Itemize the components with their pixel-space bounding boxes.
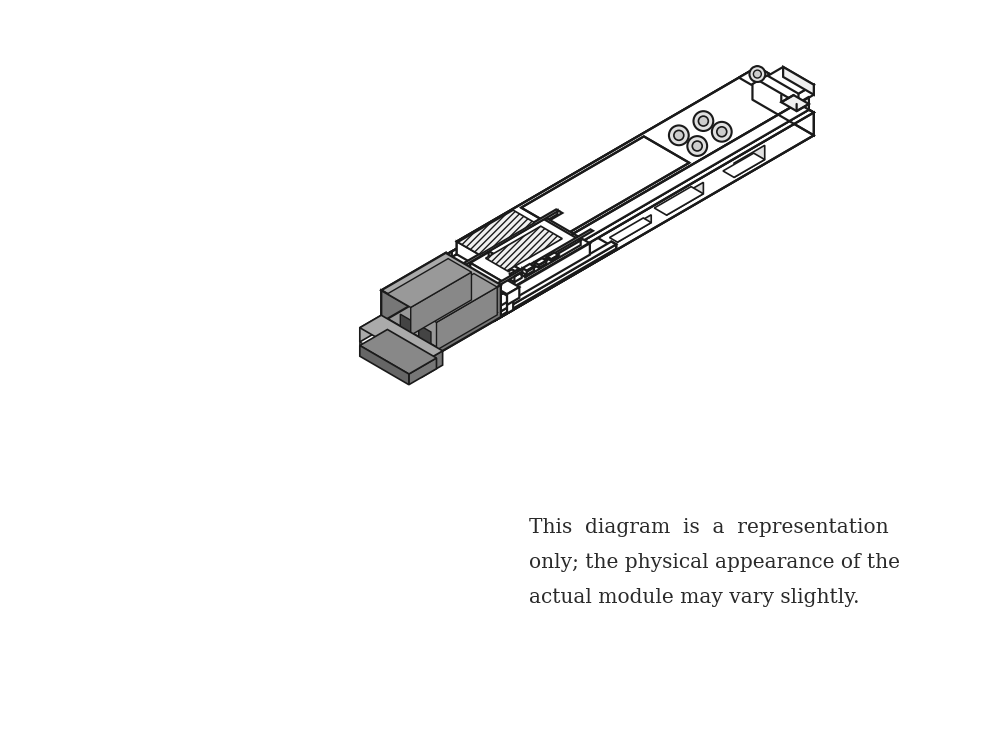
Polygon shape [507,287,519,305]
Polygon shape [400,314,413,335]
Polygon shape [411,272,471,335]
Circle shape [717,127,727,136]
Polygon shape [435,210,562,284]
Text: This  diagram  is  a  representation: This diagram is a representation [529,518,889,538]
Polygon shape [436,285,501,355]
Polygon shape [547,256,551,261]
Polygon shape [510,274,514,282]
Polygon shape [522,268,527,275]
Polygon shape [781,95,809,111]
Polygon shape [381,253,501,322]
Polygon shape [381,253,446,322]
Polygon shape [360,315,443,363]
Polygon shape [433,100,814,320]
Polygon shape [610,218,651,242]
Polygon shape [654,187,703,215]
Polygon shape [757,67,809,110]
Polygon shape [360,315,381,342]
Circle shape [687,136,707,156]
Polygon shape [525,241,581,277]
Polygon shape [433,214,617,320]
Polygon shape [547,253,559,260]
Polygon shape [470,262,513,299]
Polygon shape [457,67,757,254]
Polygon shape [739,67,770,85]
Polygon shape [535,258,546,265]
Polygon shape [381,285,501,355]
Circle shape [698,116,708,126]
Polygon shape [752,77,814,135]
Polygon shape [783,67,814,94]
Polygon shape [421,351,443,377]
Circle shape [692,141,702,151]
Polygon shape [438,80,809,295]
Circle shape [669,125,689,146]
Polygon shape [768,67,814,94]
Polygon shape [433,77,814,298]
Polygon shape [495,287,513,320]
Polygon shape [798,85,814,104]
Polygon shape [489,251,525,277]
Polygon shape [387,259,471,308]
Polygon shape [387,284,497,347]
Polygon shape [486,226,562,271]
Polygon shape [490,110,814,298]
Polygon shape [667,182,703,215]
Polygon shape [470,218,590,288]
Polygon shape [507,287,513,314]
Circle shape [674,130,684,140]
Polygon shape [486,230,593,291]
Polygon shape [360,342,421,377]
Polygon shape [535,262,539,268]
Polygon shape [435,210,557,286]
Polygon shape [419,325,431,346]
Circle shape [753,70,761,78]
Polygon shape [446,251,452,278]
Polygon shape [452,209,559,272]
Polygon shape [457,242,508,284]
Circle shape [693,111,713,131]
Text: actual module may vary slightly.: actual module may vary slightly. [529,588,860,607]
Circle shape [471,291,481,301]
Polygon shape [489,219,581,272]
Polygon shape [360,329,436,374]
Polygon shape [433,77,757,265]
Polygon shape [521,136,689,234]
Polygon shape [457,67,809,272]
Circle shape [712,122,732,142]
Polygon shape [494,244,616,320]
Text: only; the physical appearance of the: only; the physical appearance of the [529,553,900,572]
Polygon shape [381,290,436,355]
Polygon shape [436,287,497,350]
Polygon shape [495,280,519,294]
Polygon shape [510,270,522,277]
Polygon shape [513,243,590,299]
Circle shape [749,66,765,82]
Polygon shape [617,214,651,242]
Polygon shape [489,242,616,316]
Polygon shape [495,280,507,298]
Polygon shape [433,77,752,285]
Polygon shape [508,97,809,284]
Polygon shape [360,346,409,385]
Polygon shape [413,274,497,322]
Polygon shape [522,264,534,271]
Polygon shape [723,153,765,177]
Polygon shape [734,146,765,177]
Polygon shape [495,112,814,320]
Polygon shape [458,210,535,255]
Polygon shape [409,358,436,385]
